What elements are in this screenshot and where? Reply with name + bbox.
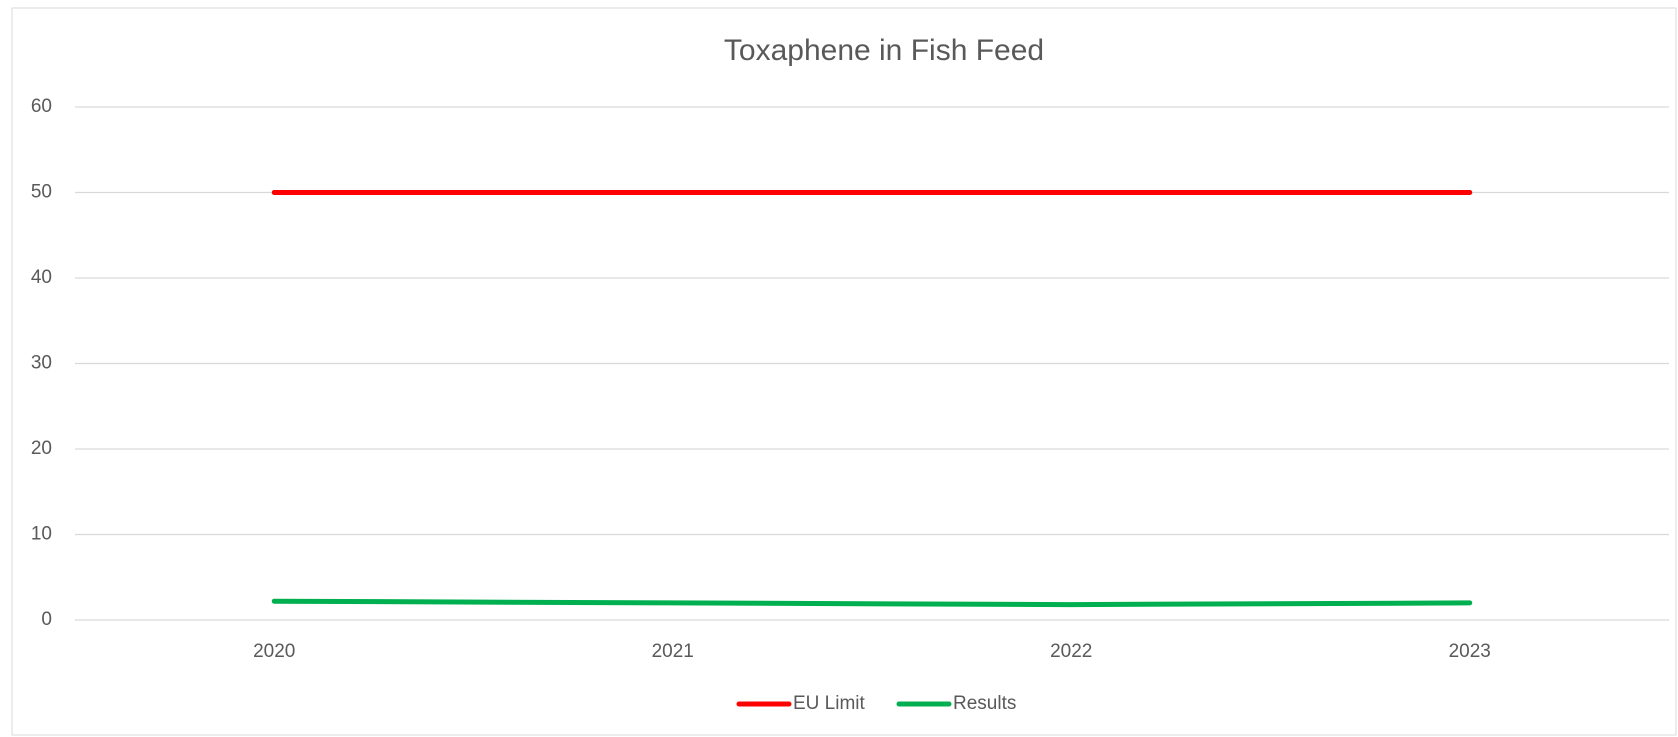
y-tick-label: 40 <box>31 267 52 288</box>
y-tick-label: 60 <box>31 96 52 117</box>
chart-area <box>11 7 1677 736</box>
x-tick-label: 2023 <box>1449 641 1491 662</box>
x-tick-label: 2022 <box>1050 641 1092 662</box>
legend-label: EU Limit <box>793 693 866 714</box>
y-tick-label: 0 <box>41 609 52 630</box>
y-tick-label: 20 <box>31 438 52 459</box>
x-tick-label: 2020 <box>253 641 295 662</box>
series-line <box>271 598 1473 608</box>
x-tick-label: 2021 <box>652 641 694 662</box>
y-tick-label: 50 <box>31 182 52 203</box>
y-tick-label: 30 <box>31 353 52 374</box>
chart-title: Toxaphene in Fish Feed <box>724 34 1044 67</box>
y-tick-label: 10 <box>31 524 52 545</box>
legend-label: Results <box>953 693 1016 714</box>
